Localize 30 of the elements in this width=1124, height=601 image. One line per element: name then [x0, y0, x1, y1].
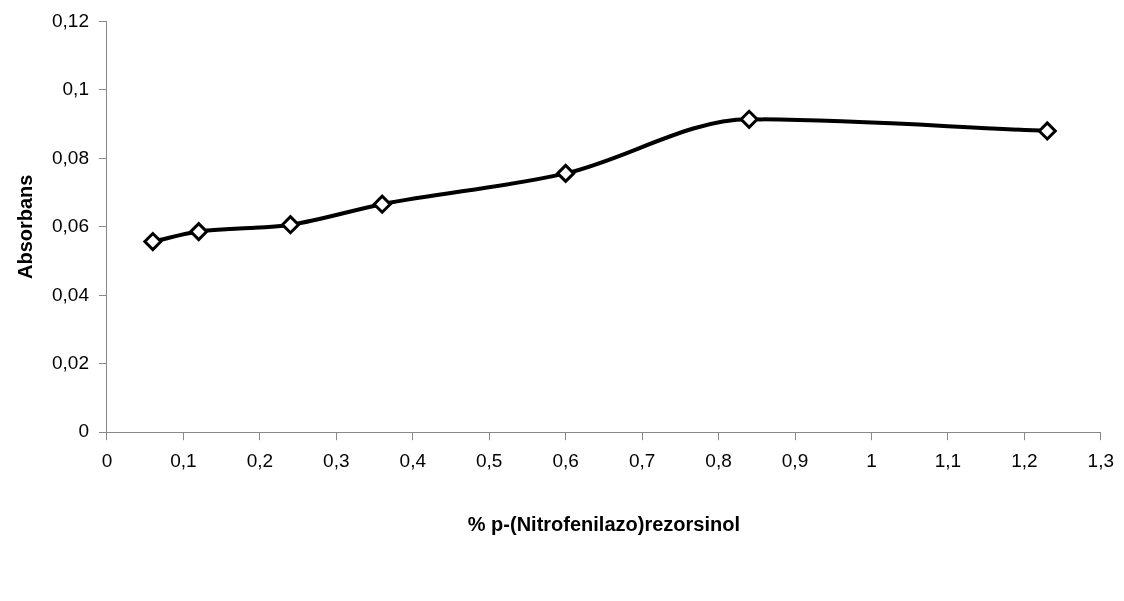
y-axis-title: Absorbans: [13, 174, 36, 280]
point: [189, 222, 209, 242]
point: [556, 163, 576, 183]
y-tick-label: 0,04: [52, 283, 90, 305]
y-tick-label: 0: [78, 420, 89, 442]
point: [280, 215, 300, 235]
x-tick-label: 1,3: [1087, 449, 1114, 471]
x-tick-label: 0,9: [781, 449, 809, 471]
y-tick-label: 0,02: [52, 351, 89, 373]
point: [143, 232, 163, 252]
x-tick-label: 0,1: [170, 449, 197, 471]
x-tick-label: 1,2: [1011, 449, 1038, 471]
x-tick-label: 1,1: [934, 449, 962, 471]
x-tick-label: 0: [101, 449, 113, 471]
x-tick-label: 0,7: [628, 449, 656, 471]
x-tick-label: 0,8: [705, 449, 732, 471]
point: [372, 194, 392, 214]
point: [1037, 121, 1057, 141]
x-tick-label: 1: [866, 449, 877, 471]
x-axis-title: % p-(Nitrofenilazo)rezorsinol: [467, 512, 740, 535]
x-tick-label: 0,4: [399, 449, 427, 471]
y-tick-label: 0,1: [62, 78, 89, 100]
x-tick-label: 0,3: [323, 449, 350, 471]
y-tick-label: 0,06: [52, 215, 89, 237]
y-tick-label: 0,12: [52, 9, 89, 31]
x-tick-label: 0,6: [552, 449, 579, 471]
y-tick-label: 0,08: [52, 146, 89, 168]
point: [739, 109, 759, 129]
x-tick-label: 0,5: [476, 449, 503, 471]
x-tick-label: 0,2: [246, 449, 274, 471]
